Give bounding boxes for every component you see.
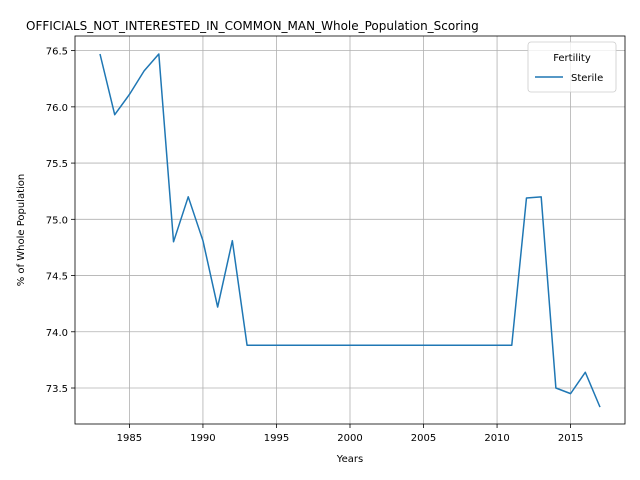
y-tick-label: 75.0 <box>46 215 68 226</box>
x-tick-label: 2010 <box>484 433 509 444</box>
x-tick-label: 1995 <box>264 433 289 444</box>
x-axis-label: Years <box>336 454 363 465</box>
plot-area <box>99 53 601 408</box>
y-tick-label: 75.5 <box>46 159 68 170</box>
y-axis: 73.5 74.0 74.5 75.0 75.5 76.0 76.5 <box>46 47 75 395</box>
x-axis: 1985 1990 1995 2000 2005 2010 2015 <box>117 424 583 444</box>
y-tick-label: 76.5 <box>46 47 68 58</box>
series-line-sterile <box>99 53 601 408</box>
x-tick-label: 1990 <box>190 433 215 444</box>
x-tick-label: 1985 <box>117 433 142 444</box>
grid <box>75 36 625 424</box>
legend: Fertility Sterile <box>527 41 617 93</box>
y-axis-label: % of Whole Population <box>16 174 27 287</box>
y-tick-label: 74.0 <box>46 328 68 339</box>
y-tick-label: 73.5 <box>46 384 68 395</box>
x-tick-label: 2000 <box>337 433 362 444</box>
legend-title: Fertility <box>553 53 591 64</box>
chart-title: OFFICIALS_NOT_INTERESTED_IN_COMMON_MAN_W… <box>26 19 479 33</box>
x-tick-label: 2005 <box>411 433 436 444</box>
legend-box <box>527 41 617 93</box>
y-tick-label: 76.0 <box>46 103 68 114</box>
x-tick-label: 2015 <box>558 433 583 444</box>
legend-label-sterile: Sterile <box>571 73 603 84</box>
y-tick-label: 74.5 <box>46 272 68 283</box>
